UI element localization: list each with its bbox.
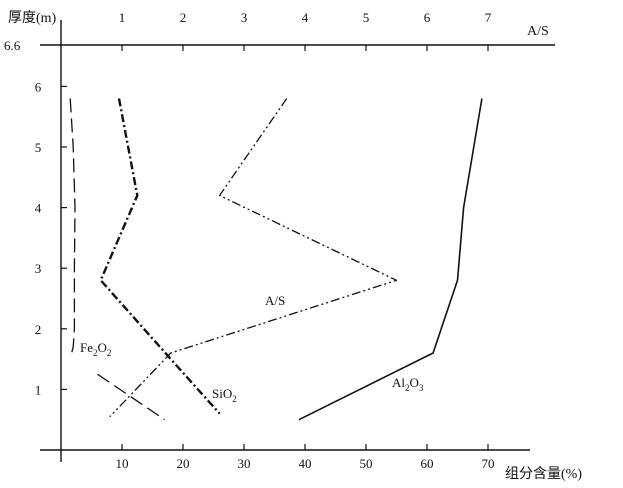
x-axis-top-title: A/S bbox=[527, 24, 549, 39]
label-fe2o2: Fe2O2 bbox=[80, 340, 111, 358]
y-tick-label-top: 6.6 bbox=[4, 38, 21, 53]
series-group bbox=[69, 98, 483, 421]
y-tick-label: 2 bbox=[35, 322, 42, 337]
x2-tick-label: 7 bbox=[485, 10, 492, 25]
x-axis-bottom-title: 组分含量(%) bbox=[505, 466, 582, 482]
label-sio2: SiO2 bbox=[212, 386, 237, 404]
label-as: A/S bbox=[265, 293, 285, 308]
y-tick-label: 5 bbox=[35, 140, 42, 155]
tick-group: 10 20 30 40 50 60 70 1 2 3 4 5 6 7 1 2 3 4 5 6 bbox=[35, 10, 495, 471]
y-tick-label: 4 bbox=[35, 201, 42, 216]
x2-tick-label: 1 bbox=[119, 10, 126, 25]
y-tick-label: 6 bbox=[35, 79, 42, 94]
y-tick-label: 3 bbox=[35, 261, 42, 276]
x-tick-label: 20 bbox=[177, 456, 190, 471]
x-tick-label: 50 bbox=[360, 456, 373, 471]
series-line-0 bbox=[69, 98, 76, 357]
y-axis-title: 厚度(m) bbox=[8, 10, 57, 26]
series-line-3 bbox=[109, 98, 398, 418]
x-tick-label: 10 bbox=[116, 456, 129, 471]
x2-tick-label: 5 bbox=[363, 10, 370, 25]
x2-tick-label: 4 bbox=[302, 10, 309, 25]
x-tick-label: 70 bbox=[482, 456, 495, 471]
x2-tick-label: 6 bbox=[424, 10, 431, 25]
series-line-4 bbox=[298, 98, 483, 421]
x2-tick-label: 2 bbox=[180, 10, 187, 25]
x-tick-label: 60 bbox=[421, 456, 434, 471]
series-line-2 bbox=[99, 98, 221, 415]
x-tick-label: 40 bbox=[299, 456, 312, 471]
y-tick-label: 1 bbox=[35, 382, 42, 397]
x2-tick-label: 3 bbox=[241, 10, 248, 25]
series-line-1 bbox=[97, 373, 166, 421]
x-tick-label: 30 bbox=[238, 456, 251, 471]
label-al2o3: Al2O3 bbox=[392, 375, 424, 393]
